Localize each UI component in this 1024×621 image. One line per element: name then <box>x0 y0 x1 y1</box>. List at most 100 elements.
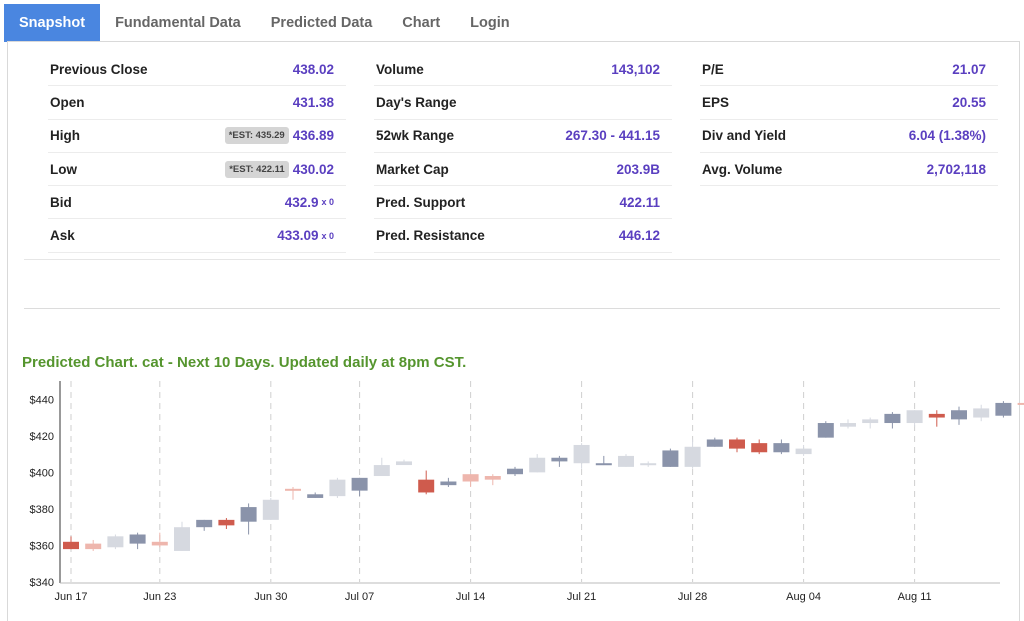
candle-body <box>1017 402 1024 405</box>
candle-body <box>507 468 523 475</box>
stat-label: Div and Yield <box>702 128 787 144</box>
candle-body <box>973 408 990 418</box>
bid-size: x 0 <box>321 197 334 208</box>
stat-value: 436.89 <box>292 128 334 144</box>
candle-body <box>884 413 901 424</box>
candle-body <box>684 446 701 467</box>
x-tick-label: Aug 11 <box>898 591 932 603</box>
candle-body <box>729 439 745 449</box>
stat-value: 267.30 - 441.15 <box>565 128 660 144</box>
stat-value: 2,702,118 <box>926 161 986 177</box>
x-tick-label: Jun 30 <box>254 591 287 603</box>
y-tick-label: $360 <box>30 540 54 552</box>
stat-label: Ask <box>50 228 75 244</box>
stat-ask: Ask 433.09 x 0 <box>48 219 346 253</box>
stat-label: Day's Range <box>376 94 457 110</box>
candle-body <box>862 419 879 424</box>
stats-column-volume: Volume 143,102 Day's Range 52wk Range 26… <box>374 53 672 253</box>
stat-pred-resistance: Pred. Resistance 446.12 <box>374 219 672 253</box>
y-tick-label: $420 <box>30 431 54 443</box>
candle-body <box>396 461 412 466</box>
stat-days-range: Day's Range <box>374 86 672 120</box>
candle-body <box>440 481 457 486</box>
tab-snapshot[interactable]: Snapshot <box>4 4 101 42</box>
stat-label: Low <box>50 161 77 177</box>
candle-body <box>373 465 390 477</box>
stat-value: 143,102 <box>611 61 660 77</box>
candle-body <box>129 534 146 544</box>
estimate-badge: *EST: 435.29 <box>224 127 289 145</box>
candle-body <box>595 463 612 466</box>
candle-body <box>285 488 301 491</box>
stat-52wk-range: 52wk Range 267.30 - 441.15 <box>374 120 672 153</box>
predicted-candlestick-chart: Jun 17 Jun 23 Jun 30 Jul 07 Jul 14 Jul 21 Jul … <box>30 381 1024 603</box>
stat-open: Open 431.38 <box>48 86 346 120</box>
divider <box>24 259 1000 260</box>
candle-body <box>640 463 657 466</box>
x-tick-label: Jul 21 <box>567 591 596 603</box>
stat-div-yield: Div and Yield 6.04 (1.38%) <box>700 120 998 153</box>
stat-label: Market Cap <box>376 161 449 177</box>
stat-value: 430.02 <box>292 161 334 177</box>
x-tick-label: Jul 07 <box>345 591 374 603</box>
stat-label: EPS <box>702 94 730 110</box>
stat-value: 446.12 <box>618 228 660 244</box>
candle-body <box>928 413 945 418</box>
stats-column-price: Previous Close 438.02 Open 431.38 High *… <box>48 53 346 253</box>
y-tick-label: $380 <box>30 504 54 516</box>
candle-body <box>795 448 812 455</box>
candle-body <box>85 543 102 550</box>
stat-value: 432.9 <box>284 194 319 210</box>
stat-eps: EPS 20.55 <box>700 86 998 120</box>
candle-body <box>662 450 679 467</box>
stat-value: 203.9B <box>616 161 660 177</box>
stat-low: Low *EST: 422.11 430.02 <box>48 153 346 187</box>
tab-login[interactable]: Login <box>470 15 510 31</box>
stat-pe: P/E 21.07 <box>700 53 998 87</box>
stat-label: Pred. Support <box>376 194 466 210</box>
stat-value: 431.38 <box>292 94 334 110</box>
ask-size: x 0 <box>321 230 334 241</box>
candle-body <box>418 479 435 493</box>
stat-avg-volume: Avg. Volume 2,702,118 <box>700 153 998 187</box>
stat-label: Volume <box>376 61 424 77</box>
candle-body <box>618 455 634 467</box>
tab-bar: Snapshot Fundamental Data Predicted Data… <box>4 4 525 42</box>
candle-body <box>484 476 501 480</box>
stat-pred-support: Pred. Support 422.11 <box>374 186 672 220</box>
candle-body <box>329 479 346 497</box>
candle-body <box>840 423 856 427</box>
stat-bid: Bid 432.9 x 0 <box>48 186 346 220</box>
stat-value: 6.04 (1.38%) <box>908 128 986 144</box>
y-tick-label: $340 <box>30 577 54 589</box>
y-tick-label: $440 <box>30 394 54 406</box>
divider <box>24 308 1000 309</box>
snapshot-panel <box>7 41 1020 621</box>
candle-body <box>906 410 923 424</box>
candle-body <box>107 536 124 548</box>
x-tick-label: Aug 04 <box>786 591 821 603</box>
stat-label: Avg. Volume <box>702 161 783 177</box>
x-tick-label: Jul 14 <box>456 591 485 603</box>
tab-fundamental-data[interactable]: Fundamental Data <box>115 15 241 31</box>
candle-body <box>706 439 723 447</box>
tab-predicted-data[interactable]: Predicted Data <box>270 15 373 31</box>
candle-body <box>63 541 79 550</box>
stat-value: 21.07 <box>952 61 986 77</box>
stats-column-ratios: P/E 21.07 EPS 20.55 Div and Yield 6.04 (… <box>700 53 998 187</box>
stat-value: 438.02 <box>292 61 334 77</box>
stat-volume: Volume 143,102 <box>374 53 672 87</box>
candle-body <box>773 443 790 453</box>
tab-chart[interactable]: Chart <box>402 15 441 31</box>
stat-label: P/E <box>702 61 724 77</box>
stat-label: Bid <box>50 194 72 210</box>
predicted-chart-title: Predicted Chart. cat - Next 10 Days. Upd… <box>22 354 467 371</box>
stat-label: Previous Close <box>50 61 148 77</box>
stat-value: 20.55 <box>952 94 986 110</box>
stat-market-cap: Market Cap 203.9B <box>374 153 672 187</box>
y-tick-label: $400 <box>30 467 54 479</box>
estimate-badge: *EST: 422.11 <box>225 160 289 178</box>
stat-label: 52wk Range <box>376 128 455 144</box>
candle-body <box>151 541 168 546</box>
candle-body <box>573 444 590 464</box>
